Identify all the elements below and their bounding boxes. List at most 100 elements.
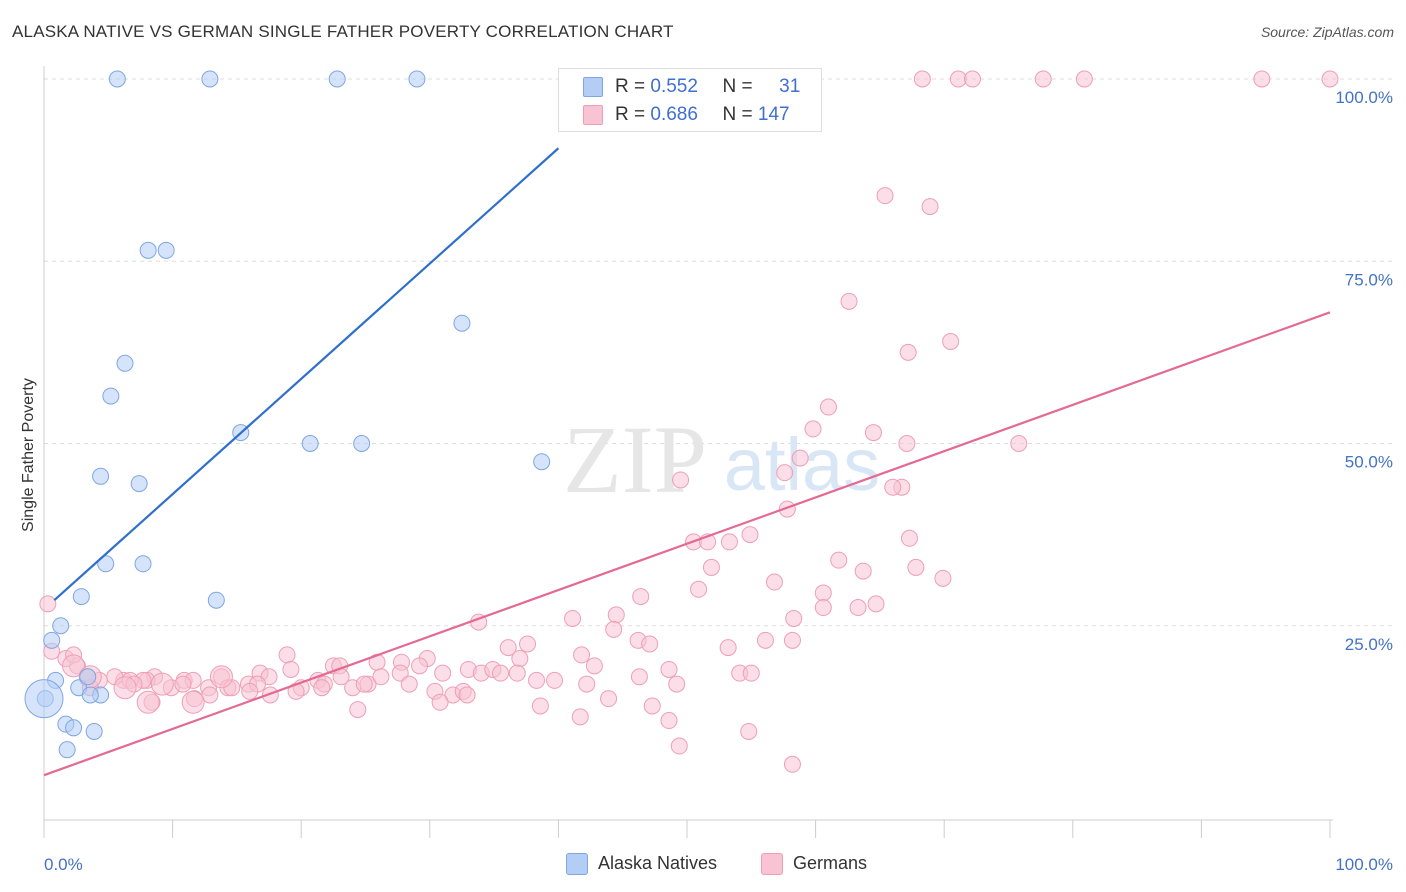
germans-point (531, 697, 549, 715)
germans-point (499, 639, 517, 657)
germans-point (508, 664, 526, 682)
germans-point (719, 639, 737, 657)
germans-point (672, 471, 690, 489)
alaska-r-value: 0.552 (650, 76, 698, 97)
germans-point (1075, 70, 1093, 88)
germans-point (814, 599, 832, 617)
germans-point (921, 198, 939, 216)
germans-point (585, 657, 603, 675)
germans-point (830, 551, 848, 569)
alaska-point (65, 719, 83, 737)
germans-point (854, 562, 872, 580)
germans-point (804, 420, 822, 438)
germans-point (900, 529, 918, 547)
germans-point (867, 595, 885, 613)
alaska-points (24, 70, 551, 759)
germans-point (963, 70, 981, 88)
chart-title: ALASKA NATIVE VS GERMAN SINGLE FATHER PO… (12, 22, 674, 41)
germans-point (278, 646, 296, 664)
germans-point (528, 671, 546, 689)
source-credit: Source: ZipAtlas.com (1260, 24, 1394, 40)
germans-point (899, 343, 917, 361)
alaska-point (408, 70, 426, 88)
germans-point (372, 668, 390, 686)
alaska-point (97, 555, 115, 573)
germans-point (411, 657, 429, 675)
germans-point (630, 668, 648, 686)
germans-point (864, 424, 882, 442)
germans-point (261, 686, 279, 704)
germans-point (668, 675, 686, 693)
germans-point (571, 708, 589, 726)
germans-point (400, 675, 418, 693)
x-tick-label-max: 100.0% (1335, 855, 1393, 874)
germans-point (776, 464, 794, 482)
germans-point (765, 573, 783, 591)
germans-point-large (209, 665, 233, 689)
alaska-point (85, 722, 103, 740)
germans-point (391, 664, 409, 682)
germans-point (742, 664, 760, 682)
alaska-point (453, 314, 471, 332)
germans-point (884, 478, 902, 496)
alaska-point (92, 467, 110, 485)
y-tick-label: 75.0% (1345, 270, 1393, 289)
germans-r-label: R = (615, 104, 646, 125)
germans-point-large (113, 676, 137, 700)
alaska-point (353, 435, 371, 452)
y-tick-label: 25.0% (1345, 635, 1393, 654)
watermark: ZIP atlas (563, 406, 880, 513)
alaska-r-label: R = (615, 76, 646, 97)
alaska-swatch (583, 77, 603, 97)
germans-point (783, 631, 801, 649)
germans-point (241, 682, 259, 700)
germans-point (458, 686, 476, 704)
germans-point (849, 599, 867, 617)
alaska-point (116, 354, 134, 372)
germans-point (814, 584, 832, 602)
x-tick-labels: 0.0% 100.0% (44, 855, 1393, 874)
germans-point-large (181, 690, 205, 714)
y-tick-label: 50.0% (1345, 453, 1393, 472)
germans-point (546, 671, 564, 689)
germans-trend-line (43, 311, 1331, 777)
germans-point (313, 679, 331, 697)
germans-point (564, 609, 582, 627)
germans-point (942, 332, 960, 350)
alaska-n-value: 31 (779, 76, 801, 97)
legend-alaska-label: Alaska Natives (598, 853, 718, 873)
germans-point (660, 660, 678, 678)
germans-point (282, 660, 300, 678)
alaska-point (328, 70, 346, 88)
alaska-point (52, 617, 70, 635)
alaska-point (139, 241, 157, 259)
germans-point-large (62, 654, 86, 678)
germans-point (519, 635, 537, 653)
germans-point-large (136, 690, 160, 714)
germans-point (756, 631, 774, 649)
germans-point (702, 558, 720, 576)
germans-point (840, 292, 858, 310)
germans-point (783, 755, 801, 773)
legend-germans-swatch (761, 853, 783, 875)
germans-point (785, 609, 803, 627)
germans-point (907, 558, 925, 576)
germans-point (1253, 70, 1271, 88)
y-tick-label: 100.0% (1335, 88, 1393, 107)
alaska-point (301, 435, 319, 452)
germans-n-label: N = (722, 104, 753, 125)
germans-points (39, 70, 1339, 773)
correlation-stats-box: R = 0.552 N = 31 R = 0.686 N = 147 (558, 68, 822, 132)
germans-point (573, 646, 591, 664)
germans-point (355, 675, 373, 693)
germans-point (876, 187, 894, 205)
germans-point (898, 435, 916, 452)
germans-point (39, 595, 57, 613)
germans-point (1321, 70, 1339, 88)
alaska-point (201, 70, 219, 88)
alaska-point (207, 591, 225, 609)
germans-point (632, 588, 650, 606)
alaska-n-label: N = (722, 76, 753, 97)
germans-point (605, 620, 623, 638)
alaska-point (157, 241, 175, 259)
